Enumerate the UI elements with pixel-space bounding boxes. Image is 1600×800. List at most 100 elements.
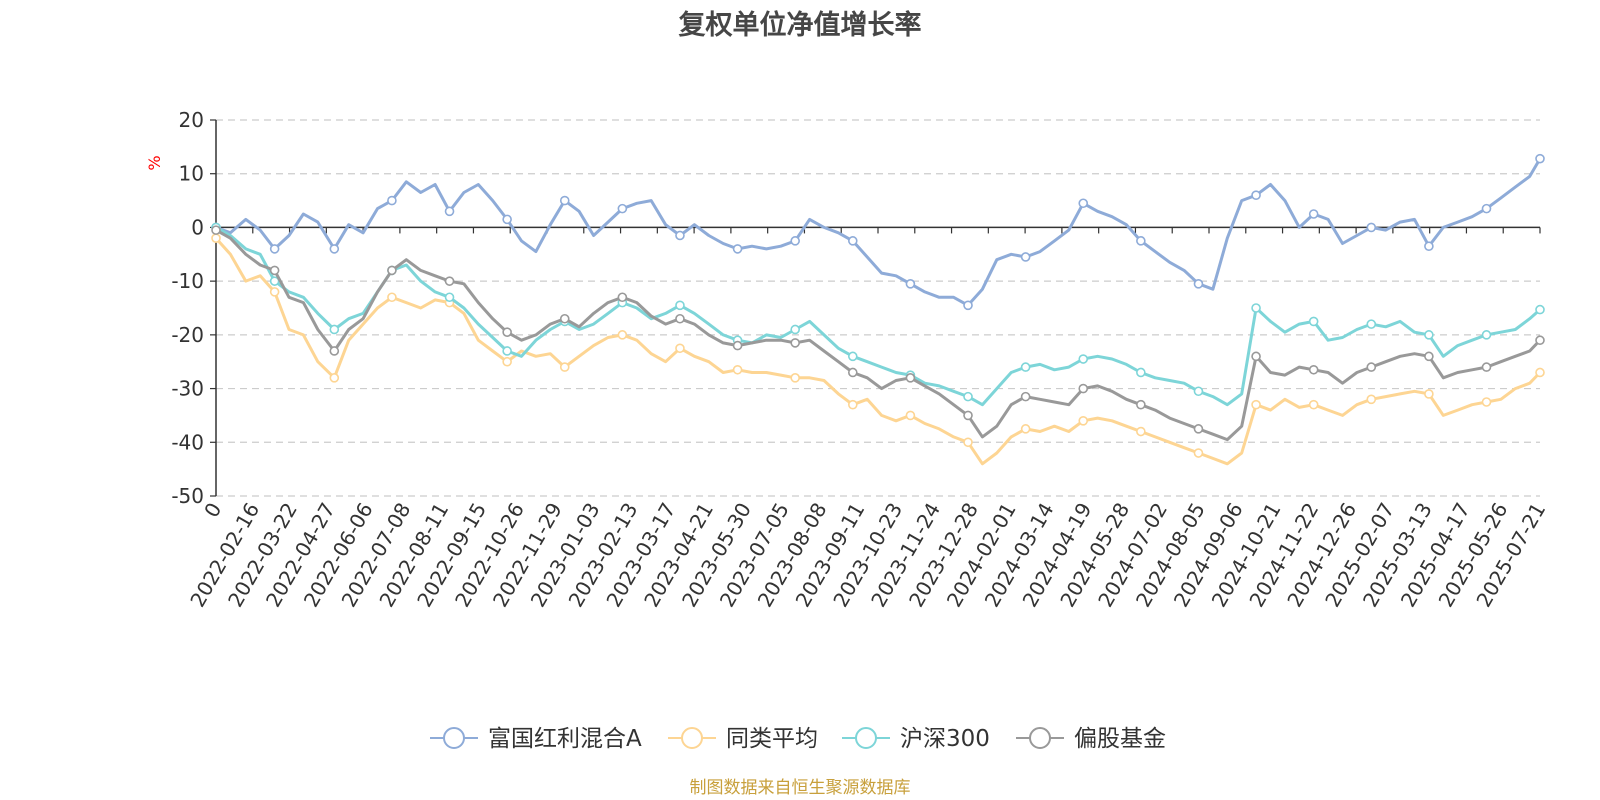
data-point [1193, 279, 1204, 289]
data-point [1193, 448, 1204, 458]
legend-item: 富国红利混合A [430, 726, 642, 752]
data-point [963, 410, 973, 421]
chart-title: 复权单位净值增长率 [679, 9, 922, 41]
data-point [269, 244, 280, 254]
data-point [675, 343, 685, 354]
data-point [963, 437, 973, 448]
legend-label: 沪深300 [900, 726, 990, 752]
data-point [1535, 153, 1545, 164]
series-line [214, 237, 1542, 466]
data-point [329, 346, 340, 356]
data-point [211, 225, 221, 235]
data-point [211, 233, 221, 243]
y-tick-label: 20 [179, 108, 204, 132]
legend: 富国红利混合A 同类平均 沪深300 偏股基金 [430, 726, 1166, 752]
data-point [1136, 399, 1146, 410]
y-axis-unit: % [145, 155, 164, 170]
data-point [1136, 367, 1146, 378]
data-point [502, 327, 512, 337]
data-point [1366, 319, 1377, 329]
data-point [1193, 386, 1204, 397]
data-point [1424, 330, 1434, 340]
data-point [963, 391, 973, 402]
data-point [1308, 316, 1319, 327]
data-point [617, 292, 628, 303]
data-point [617, 203, 628, 214]
data-point [1481, 203, 1492, 214]
series-4 [211, 225, 1545, 442]
data-point [617, 330, 628, 340]
data-point [559, 313, 570, 324]
legend-label: 同类平均 [726, 726, 818, 752]
data-point [387, 265, 397, 276]
data-point [1020, 424, 1031, 434]
data-point [1308, 399, 1319, 410]
data-point [963, 300, 973, 311]
data-point [790, 236, 800, 246]
series-line [215, 157, 1542, 307]
series-line [215, 226, 1541, 407]
series-line [215, 228, 1542, 442]
data-point [1078, 415, 1089, 426]
data-point [1251, 190, 1261, 200]
y-tick-label: -50 [171, 484, 204, 508]
data-point [1535, 335, 1545, 346]
data-point [1078, 383, 1089, 394]
data-point [1481, 397, 1492, 407]
series-layer [211, 153, 1545, 466]
data-point [905, 279, 916, 289]
legend-circle-icon [443, 727, 465, 749]
data-point [675, 230, 685, 241]
data-point [269, 276, 280, 286]
data-point [559, 195, 570, 206]
data-point [1078, 354, 1089, 364]
data-point [1020, 362, 1031, 372]
source-note: 制图数据来自恒生聚源数据库 [690, 778, 911, 798]
legend-item: 同类平均 [668, 726, 818, 752]
legend-label: 富国红利混合A [488, 726, 642, 752]
legend-label: 偏股基金 [1074, 726, 1166, 752]
data-point [847, 399, 858, 410]
data-point [1193, 424, 1204, 434]
data-point [444, 292, 455, 303]
y-tick-label: 10 [179, 162, 204, 186]
data-point [502, 356, 512, 367]
data-point [1308, 209, 1319, 219]
data-point [444, 206, 455, 217]
data-point [675, 313, 685, 324]
data-point [387, 195, 397, 206]
data-point [1535, 367, 1545, 378]
data-point [329, 244, 340, 254]
data-point [732, 364, 743, 375]
data-point [905, 410, 916, 421]
y-tick-label: -30 [171, 377, 204, 401]
data-point [1251, 351, 1261, 362]
legend-circle-icon [855, 727, 877, 749]
data-point [1251, 399, 1261, 410]
data-point [790, 324, 800, 335]
data-point [1020, 391, 1031, 402]
data-point [502, 214, 512, 225]
y-tick-label: -20 [171, 323, 204, 347]
grid-lines [216, 119, 1540, 497]
data-point [1366, 394, 1377, 405]
data-point [790, 373, 800, 383]
series-2 [211, 233, 1545, 466]
data-point [847, 236, 858, 246]
data-point [329, 373, 340, 383]
data-point [1078, 198, 1089, 209]
data-point [1424, 351, 1434, 362]
legend-item: 偏股基金 [1016, 726, 1166, 752]
data-point [1366, 222, 1377, 233]
data-point [329, 324, 340, 335]
x-tick-label: 0 [199, 499, 226, 522]
data-point [905, 373, 916, 383]
data-point [1136, 426, 1146, 437]
data-point [1535, 304, 1545, 315]
data-point [387, 292, 397, 303]
series-1 [211, 153, 1545, 311]
data-point [269, 287, 280, 297]
data-point [1136, 236, 1146, 246]
data-point [790, 338, 800, 348]
